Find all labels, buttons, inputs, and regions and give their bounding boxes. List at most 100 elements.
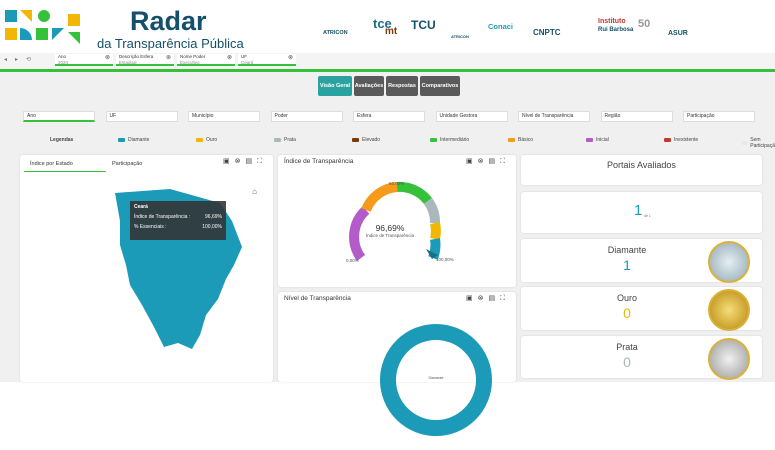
- partner-logo: ASUR: [668, 30, 688, 37]
- chip-label: Nome Poder: [180, 54, 206, 59]
- legend-swatch: [352, 138, 359, 142]
- panel-title: Índice de Transparência: [284, 158, 354, 165]
- filter-select[interactable]: Unidade Gestora: [435, 111, 508, 122]
- filter-select[interactable]: Nível de Transparência: [518, 111, 590, 122]
- partner-logo: tce: [373, 16, 392, 31]
- legend-label: Básico: [518, 137, 534, 143]
- level-value: 1: [623, 257, 631, 273]
- legend-item: Intermediário: [430, 137, 469, 143]
- chip-close[interactable]: ⊗: [287, 55, 293, 61]
- summary-header: Portais Avaliados: [521, 155, 762, 185]
- partner-logo: Conaci: [488, 22, 514, 31]
- chip-label: Descrição Esfera: [119, 54, 154, 59]
- filter-chip[interactable]: Ano 2024 ⊗: [55, 54, 113, 66]
- tab-underline: [24, 171, 106, 172]
- home-icon[interactable]: ⌂: [252, 187, 257, 196]
- total-value: 1: [634, 202, 643, 219]
- gauge-panel: Índice de Transparência ▣⊗▤⛶ 50,00% 96,6…: [278, 155, 516, 287]
- legend-item: Ouro: [196, 137, 217, 143]
- partner-logo: ATRICON: [323, 30, 348, 36]
- chip-close[interactable]: ⊗: [104, 55, 110, 61]
- app-subtitle: da Transparência Pública: [97, 36, 244, 51]
- legend-swatch: [430, 138, 437, 142]
- gauge-label: 50,00%: [389, 181, 405, 186]
- panel-title: Nível de Transparência: [284, 295, 351, 302]
- medal-icon: [708, 241, 750, 283]
- legend-item: Diamante: [118, 137, 149, 143]
- summary-total: 1 de 1: [521, 192, 762, 233]
- legend-swatch: [274, 138, 281, 142]
- chip-label: Ano: [58, 54, 67, 59]
- partner-logo: Rui Barbosa: [598, 27, 634, 33]
- level-value: 0: [623, 305, 631, 321]
- legend-swatch: [586, 138, 593, 142]
- tooltip-value: 100,00%: [202, 224, 222, 230]
- chip-close[interactable]: ⊗: [165, 55, 171, 61]
- level-card: Diamante 1: [521, 239, 762, 283]
- legend-label: Inicial: [596, 137, 609, 143]
- view-tab[interactable]: Comparativos: [420, 76, 460, 96]
- gauge-label: 0,00%: [346, 258, 359, 263]
- level-name: Ouro: [616, 293, 637, 303]
- level-card: Ouro 0: [521, 287, 762, 331]
- legend-title: Legendas: [50, 137, 74, 143]
- chip-value: 2024: [58, 59, 69, 65]
- partner-logo: 50: [638, 18, 651, 30]
- partner-logo: CNPTC: [533, 28, 561, 37]
- level-card: Prata 0: [521, 336, 762, 380]
- map-tab[interactable]: Participação: [112, 161, 143, 167]
- panel-tools[interactable]: ▣⊗▤⛶: [466, 295, 510, 302]
- view-tab[interactable]: Respostas: [386, 76, 418, 96]
- filter-select[interactable]: Participação: [683, 111, 755, 122]
- legend-swatch: [118, 138, 125, 142]
- legend-swatch: [196, 138, 203, 142]
- level-value: 0: [623, 354, 631, 370]
- chip-label: UF: [241, 54, 247, 59]
- filter-select[interactable]: Município: [188, 111, 260, 122]
- level-name: Prata: [616, 342, 638, 352]
- chip-value: Executivo: [180, 59, 200, 65]
- chip-value: Estadual: [119, 59, 137, 65]
- gauge-caption: Índice de Transparência: [365, 233, 415, 238]
- legend-label: Elevado: [362, 137, 381, 143]
- panel-tools[interactable]: ▣⊗▤⛶: [466, 158, 510, 165]
- legend-label: Diamante: [128, 137, 150, 143]
- filter-chip[interactable]: Nome Poder Executivo ⊗: [177, 54, 235, 66]
- filter-select[interactable]: Poder: [270, 111, 343, 122]
- gauge: [349, 181, 441, 261]
- partner-logos: ATRICON tce mt TCU ATRICON Conaci CNPTC Institu…: [323, 14, 763, 46]
- filter-select[interactable]: Região: [600, 111, 673, 122]
- tooltip-value: 96,69%: [205, 214, 222, 220]
- partner-logo: ATRICON: [451, 34, 469, 39]
- chip-value: Ceará: [241, 59, 254, 65]
- chip-close[interactable]: ⊗: [226, 55, 232, 61]
- filter-chip[interactable]: Descrição Esfera Estadual ⊗: [116, 54, 174, 66]
- map-panel: Índice por Estado Participação ▣⊗▤⛶ ⌂ Ce…: [20, 155, 273, 382]
- view-tab[interactable]: Visão Geral: [318, 76, 352, 96]
- map-tab[interactable]: Índice por Estado: [30, 161, 73, 167]
- medal-icon: [708, 338, 750, 380]
- nav-arrows[interactable]: ◂▸⟲: [4, 57, 40, 63]
- donut: [380, 324, 492, 436]
- legend-label: Sem Participação: [750, 137, 775, 149]
- view-tab[interactable]: Avaliações: [354, 76, 384, 96]
- legend-item: Inicial: [586, 137, 609, 143]
- legend-label: Inexistente: [674, 137, 699, 143]
- donut-label: Diamante: [428, 376, 444, 380]
- filter-select[interactable]: Esfera: [353, 111, 425, 122]
- filter-select[interactable]: Ano: [23, 111, 95, 122]
- legend-item: Inexistente: [664, 137, 698, 143]
- tooltip-label: Índice de Transparência :: [134, 214, 191, 220]
- legend-item: Elevado: [352, 137, 380, 143]
- legend-item: Básico: [508, 137, 533, 143]
- gauge-value: 96,69%: [375, 223, 405, 233]
- legend-label: Prata: [284, 137, 296, 143]
- panel-tools[interactable]: ▣⊗▤⛶: [223, 158, 267, 165]
- total-sub: de 1: [644, 214, 651, 218]
- map-tooltip: Ceará Índice de Transparência : 96,69% % …: [130, 201, 226, 240]
- summary-title: Portais Avaliados: [607, 160, 676, 170]
- filter-select[interactable]: UF: [105, 111, 178, 122]
- state-map: [115, 189, 242, 349]
- filter-chip[interactable]: UF Ceará ⊗: [238, 54, 296, 66]
